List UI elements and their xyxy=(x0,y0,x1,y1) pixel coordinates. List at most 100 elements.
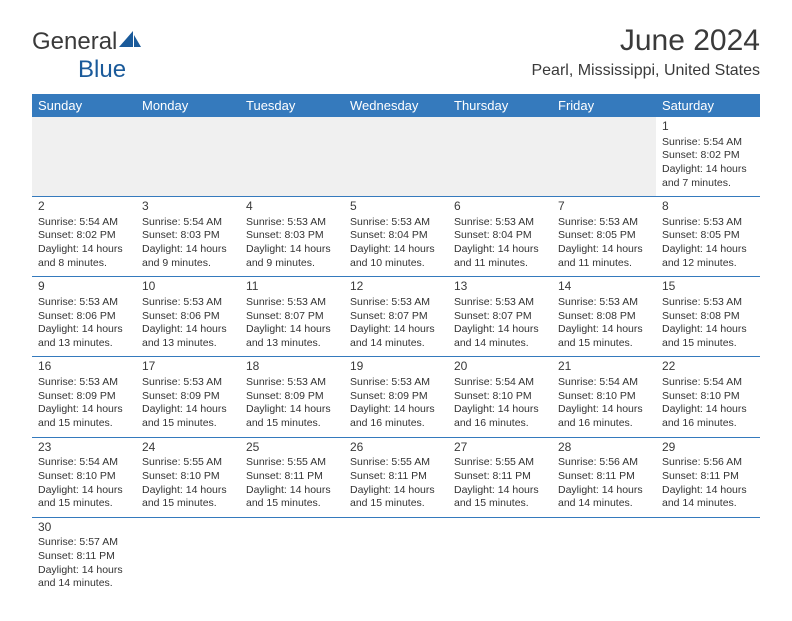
sunrise-text: Sunrise: 5:53 AM xyxy=(246,296,338,310)
sunset-text: Sunset: 8:06 PM xyxy=(38,310,130,324)
sunrise-text: Sunrise: 5:54 AM xyxy=(38,216,130,230)
sunrise-text: Sunrise: 5:53 AM xyxy=(454,216,546,230)
daylight-text: Daylight: 14 hours and 9 minutes. xyxy=(246,243,338,270)
sunset-text: Sunset: 8:08 PM xyxy=(558,310,650,324)
sunrise-text: Sunrise: 5:57 AM xyxy=(38,536,130,550)
calendar-cell: 11Sunrise: 5:53 AMSunset: 8:07 PMDayligh… xyxy=(240,277,344,357)
daylight-text: Daylight: 14 hours and 13 minutes. xyxy=(246,323,338,350)
title-block: June 2024 Pearl, Mississippi, United Sta… xyxy=(531,24,760,80)
day-number: 30 xyxy=(38,520,130,536)
day-number: 6 xyxy=(454,199,546,215)
daylight-text: Daylight: 14 hours and 13 minutes. xyxy=(38,323,130,350)
day-number: 26 xyxy=(350,440,442,456)
calendar-cell: 24Sunrise: 5:55 AMSunset: 8:10 PMDayligh… xyxy=(136,437,240,517)
calendar-cell: 25Sunrise: 5:55 AMSunset: 8:11 PMDayligh… xyxy=(240,437,344,517)
daylight-text: Daylight: 14 hours and 15 minutes. xyxy=(246,484,338,511)
day-number: 7 xyxy=(558,199,650,215)
weekday-header: Tuesday xyxy=(240,94,344,117)
calendar-cell: 28Sunrise: 5:56 AMSunset: 8:11 PMDayligh… xyxy=(552,437,656,517)
day-number: 13 xyxy=(454,279,546,295)
daylight-text: Daylight: 14 hours and 14 minutes. xyxy=(350,323,442,350)
sunrise-text: Sunrise: 5:53 AM xyxy=(350,216,442,230)
daylight-text: Daylight: 14 hours and 15 minutes. xyxy=(246,403,338,430)
sunrise-text: Sunrise: 5:54 AM xyxy=(662,136,754,150)
calendar-cell: 5Sunrise: 5:53 AMSunset: 8:04 PMDaylight… xyxy=(344,197,448,277)
daylight-text: Daylight: 14 hours and 7 minutes. xyxy=(662,163,754,190)
daylight-text: Daylight: 14 hours and 16 minutes. xyxy=(454,403,546,430)
calendar-cell: 2Sunrise: 5:54 AMSunset: 8:02 PMDaylight… xyxy=(32,197,136,277)
daylight-text: Daylight: 14 hours and 14 minutes. xyxy=(38,564,130,591)
location: Pearl, Mississippi, United States xyxy=(531,62,760,80)
calendar-cell: 6Sunrise: 5:53 AMSunset: 8:04 PMDaylight… xyxy=(448,197,552,277)
daylight-text: Daylight: 14 hours and 14 minutes. xyxy=(454,323,546,350)
weekday-header: Saturday xyxy=(656,94,760,117)
day-number: 8 xyxy=(662,199,754,215)
calendar-row: 30Sunrise: 5:57 AMSunset: 8:11 PMDayligh… xyxy=(32,517,760,597)
calendar-cell xyxy=(136,517,240,597)
daylight-text: Daylight: 14 hours and 16 minutes. xyxy=(350,403,442,430)
day-number: 25 xyxy=(246,440,338,456)
weekday-header: Friday xyxy=(552,94,656,117)
sunset-text: Sunset: 8:09 PM xyxy=(142,390,234,404)
daylight-text: Daylight: 14 hours and 10 minutes. xyxy=(350,243,442,270)
calendar-cell xyxy=(448,117,552,197)
daylight-text: Daylight: 14 hours and 15 minutes. xyxy=(38,484,130,511)
calendar-cell xyxy=(552,117,656,197)
sunset-text: Sunset: 8:10 PM xyxy=(38,470,130,484)
day-number: 28 xyxy=(558,440,650,456)
calendar-cell: 23Sunrise: 5:54 AMSunset: 8:10 PMDayligh… xyxy=(32,437,136,517)
sunrise-text: Sunrise: 5:53 AM xyxy=(350,376,442,390)
calendar-cell xyxy=(552,517,656,597)
month-title: June 2024 xyxy=(531,24,760,58)
calendar-cell xyxy=(240,517,344,597)
sunrise-text: Sunrise: 5:53 AM xyxy=(38,376,130,390)
calendar-row: 23Sunrise: 5:54 AMSunset: 8:10 PMDayligh… xyxy=(32,437,760,517)
sunrise-text: Sunrise: 5:53 AM xyxy=(350,296,442,310)
day-number: 12 xyxy=(350,279,442,295)
daylight-text: Daylight: 14 hours and 12 minutes. xyxy=(662,243,754,270)
calendar-row: 16Sunrise: 5:53 AMSunset: 8:09 PMDayligh… xyxy=(32,357,760,437)
sunrise-text: Sunrise: 5:53 AM xyxy=(246,376,338,390)
sunrise-text: Sunrise: 5:55 AM xyxy=(246,456,338,470)
daylight-text: Daylight: 14 hours and 11 minutes. xyxy=(454,243,546,270)
daylight-text: Daylight: 14 hours and 15 minutes. xyxy=(662,323,754,350)
day-number: 10 xyxy=(142,279,234,295)
calendar-cell: 20Sunrise: 5:54 AMSunset: 8:10 PMDayligh… xyxy=(448,357,552,437)
day-number: 24 xyxy=(142,440,234,456)
day-number: 20 xyxy=(454,359,546,375)
logo-text: GeneralBlue xyxy=(32,28,141,84)
daylight-text: Daylight: 14 hours and 8 minutes. xyxy=(38,243,130,270)
daylight-text: Daylight: 14 hours and 15 minutes. xyxy=(142,403,234,430)
calendar-cell: 3Sunrise: 5:54 AMSunset: 8:03 PMDaylight… xyxy=(136,197,240,277)
calendar-cell xyxy=(32,117,136,197)
header: GeneralBlue June 2024 Pearl, Mississippi… xyxy=(32,24,760,84)
calendar-cell: 7Sunrise: 5:53 AMSunset: 8:05 PMDaylight… xyxy=(552,197,656,277)
calendar-cell: 13Sunrise: 5:53 AMSunset: 8:07 PMDayligh… xyxy=(448,277,552,357)
day-number: 29 xyxy=(662,440,754,456)
sunset-text: Sunset: 8:07 PM xyxy=(454,310,546,324)
calendar-cell: 10Sunrise: 5:53 AMSunset: 8:06 PMDayligh… xyxy=(136,277,240,357)
sunset-text: Sunset: 8:10 PM xyxy=(454,390,546,404)
sunrise-text: Sunrise: 5:53 AM xyxy=(246,216,338,230)
weekday-header: Sunday xyxy=(32,94,136,117)
calendar-cell xyxy=(136,117,240,197)
calendar-cell: 21Sunrise: 5:54 AMSunset: 8:10 PMDayligh… xyxy=(552,357,656,437)
calendar-cell: 12Sunrise: 5:53 AMSunset: 8:07 PMDayligh… xyxy=(344,277,448,357)
day-number: 14 xyxy=(558,279,650,295)
calendar-cell: 22Sunrise: 5:54 AMSunset: 8:10 PMDayligh… xyxy=(656,357,760,437)
daylight-text: Daylight: 14 hours and 9 minutes. xyxy=(142,243,234,270)
sunset-text: Sunset: 8:10 PM xyxy=(662,390,754,404)
day-number: 17 xyxy=(142,359,234,375)
sunrise-text: Sunrise: 5:56 AM xyxy=(558,456,650,470)
sunset-text: Sunset: 8:07 PM xyxy=(350,310,442,324)
sunset-text: Sunset: 8:02 PM xyxy=(662,149,754,163)
daylight-text: Daylight: 14 hours and 15 minutes. xyxy=(38,403,130,430)
sunrise-text: Sunrise: 5:54 AM xyxy=(38,456,130,470)
daylight-text: Daylight: 14 hours and 16 minutes. xyxy=(662,403,754,430)
calendar-cell xyxy=(344,517,448,597)
sunrise-text: Sunrise: 5:53 AM xyxy=(662,296,754,310)
calendar-cell xyxy=(344,117,448,197)
logo-text-general: General xyxy=(32,28,117,55)
daylight-text: Daylight: 14 hours and 14 minutes. xyxy=(662,484,754,511)
sunset-text: Sunset: 8:03 PM xyxy=(142,229,234,243)
